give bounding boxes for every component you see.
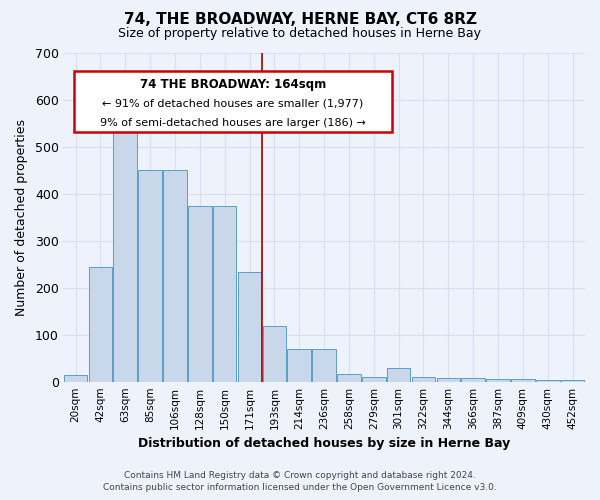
Text: Size of property relative to detached houses in Herne Bay: Size of property relative to detached ho… bbox=[119, 28, 482, 40]
Bar bbox=[536, 380, 560, 382]
Bar bbox=[163, 170, 187, 382]
Bar bbox=[89, 267, 112, 382]
Bar bbox=[561, 380, 584, 382]
Bar bbox=[113, 106, 137, 382]
Bar bbox=[213, 206, 236, 382]
Bar bbox=[238, 272, 262, 382]
Bar bbox=[486, 378, 510, 382]
Text: Contains HM Land Registry data © Crown copyright and database right 2024.
Contai: Contains HM Land Registry data © Crown c… bbox=[103, 471, 497, 492]
Bar bbox=[461, 378, 485, 382]
Bar bbox=[64, 376, 88, 382]
Text: 74 THE BROADWAY: 164sqm: 74 THE BROADWAY: 164sqm bbox=[140, 78, 326, 90]
Y-axis label: Number of detached properties: Number of detached properties bbox=[15, 119, 28, 316]
Bar bbox=[511, 378, 535, 382]
Bar bbox=[362, 376, 386, 382]
FancyBboxPatch shape bbox=[74, 70, 392, 132]
X-axis label: Distribution of detached houses by size in Herne Bay: Distribution of detached houses by size … bbox=[138, 437, 510, 450]
Bar bbox=[337, 374, 361, 382]
Bar bbox=[312, 350, 336, 382]
Text: 9% of semi-detached houses are larger (186) →: 9% of semi-detached houses are larger (1… bbox=[100, 118, 365, 128]
Bar bbox=[437, 378, 460, 382]
Bar bbox=[138, 170, 162, 382]
Text: 74, THE BROADWAY, HERNE BAY, CT6 8RZ: 74, THE BROADWAY, HERNE BAY, CT6 8RZ bbox=[124, 12, 476, 28]
Bar bbox=[188, 206, 212, 382]
Bar bbox=[412, 376, 435, 382]
Bar bbox=[287, 350, 311, 382]
Text: ← 91% of detached houses are smaller (1,977): ← 91% of detached houses are smaller (1,… bbox=[102, 98, 364, 108]
Bar bbox=[263, 326, 286, 382]
Bar bbox=[387, 368, 410, 382]
